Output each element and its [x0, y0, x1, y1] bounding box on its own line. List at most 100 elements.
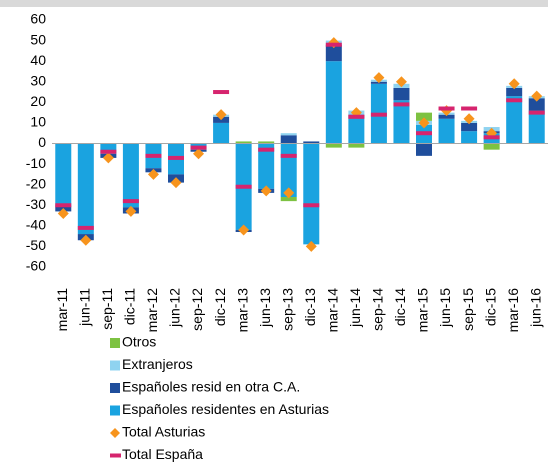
bar-segment — [280, 133, 297, 136]
diamond-marker — [238, 224, 250, 236]
bar-segment — [280, 197, 297, 202]
dash-marker — [348, 114, 365, 119]
y-tick-label: -60 — [26, 258, 46, 274]
y-tick-label: 30 — [30, 72, 46, 88]
y-tick-label: -40 — [26, 217, 46, 233]
bar-segment — [122, 143, 139, 208]
y-tick-label: 60 — [30, 11, 46, 27]
bar-segment — [77, 143, 94, 235]
bar-segment — [438, 118, 455, 144]
bar-segment — [438, 114, 455, 119]
y-tick-label: 50 — [30, 31, 46, 47]
bar-segment — [280, 135, 297, 144]
x-tick-label: jun-13 — [257, 288, 273, 328]
bar-segment — [393, 87, 410, 101]
bar-segment — [303, 141, 320, 144]
x-tick-label: dic-15 — [482, 288, 498, 326]
bar-segment — [348, 118, 365, 144]
y-tick-label: 10 — [30, 114, 46, 130]
x-tick-label: mar-14 — [325, 288, 341, 333]
x-tick-label: sep-11 — [99, 288, 115, 330]
x-tick-label: dic-11 — [122, 288, 138, 325]
bar-segment — [55, 143, 72, 206]
legend-swatch — [110, 338, 120, 348]
x-tick-label: mar-13 — [234, 288, 250, 333]
x-tick-label: sep-12 — [189, 288, 205, 331]
x-tick-label: jun-11 — [77, 288, 93, 327]
y-tick-label: 40 — [30, 52, 46, 68]
dash-marker — [506, 98, 523, 103]
x-tick-label: dic-12 — [212, 288, 228, 326]
dash-marker — [145, 153, 162, 158]
bar-segment — [325, 143, 342, 148]
bar-segment — [325, 44, 342, 62]
y-tick-label: -20 — [26, 175, 46, 191]
dash-marker — [303, 203, 320, 208]
bar-segment — [416, 143, 432, 156]
dash-marker — [280, 153, 297, 158]
legend-swatch — [110, 383, 120, 393]
y-tick-label: -10 — [26, 155, 46, 171]
diamond-marker — [147, 168, 159, 180]
x-tick-label: sep-13 — [279, 288, 295, 331]
x-tick-label: jun-12 — [167, 288, 183, 328]
dash-marker — [370, 112, 387, 117]
dash-marker — [55, 203, 72, 208]
diamond-marker — [418, 117, 430, 129]
dash-marker — [122, 199, 139, 204]
diamond-marker — [57, 207, 69, 219]
bar-segment — [483, 143, 500, 150]
diamond-marker — [373, 72, 385, 84]
x-tick-label: mar-11 — [54, 288, 70, 332]
bar-segment — [461, 131, 478, 144]
legend-label: Españoles residentes en Asturias — [122, 401, 329, 417]
diamond-marker — [283, 187, 295, 199]
x-tick-label: mar-12 — [144, 288, 160, 333]
legend-label: Otros — [122, 334, 156, 350]
x-tick-label: sep-14 — [370, 288, 386, 331]
dash-marker — [258, 147, 275, 152]
dash-marker — [77, 225, 94, 230]
bar-segment — [528, 98, 545, 111]
diamond-marker — [260, 185, 272, 197]
diamond-marker — [80, 234, 92, 246]
x-tick-label: sep-15 — [460, 288, 476, 331]
bar-segment — [235, 141, 252, 144]
bar-segment — [348, 143, 365, 148]
dash-marker — [483, 135, 500, 140]
bar-segment — [461, 122, 478, 132]
dash-marker — [528, 110, 545, 115]
dash-marker — [416, 131, 432, 136]
diamond-marker — [531, 90, 543, 102]
bar-segment — [258, 141, 275, 144]
x-tick-label: mar-15 — [415, 288, 431, 333]
dash-marker — [213, 90, 230, 95]
x-tick-label: dic-13 — [302, 288, 318, 326]
x-tick-label: mar-16 — [505, 288, 521, 333]
legend-label: Total España — [122, 446, 203, 462]
dash-marker — [168, 155, 184, 160]
x-tick-label: dic-14 — [392, 288, 408, 326]
diamond-marker — [193, 148, 205, 160]
legend-swatch — [110, 453, 121, 458]
dash-marker — [190, 145, 207, 150]
y-tick-label: 0 — [38, 134, 46, 150]
dash-marker — [393, 102, 410, 107]
bar-segment — [303, 143, 320, 245]
dash-marker — [325, 42, 342, 47]
diamond-marker — [395, 76, 407, 88]
dash-marker — [100, 149, 117, 154]
dash-marker — [438, 106, 455, 111]
x-tick-label: jun-14 — [347, 288, 363, 328]
y-tick-label: -30 — [26, 196, 46, 212]
bar-segment — [100, 143, 117, 154]
bar-segment — [506, 96, 523, 144]
legend-swatch — [110, 360, 120, 371]
diamond-marker — [102, 152, 114, 164]
x-tick-label: jun-16 — [527, 288, 543, 328]
diamond-marker — [170, 177, 182, 189]
y-tick-label: 20 — [30, 93, 46, 109]
dash-marker — [235, 184, 252, 189]
